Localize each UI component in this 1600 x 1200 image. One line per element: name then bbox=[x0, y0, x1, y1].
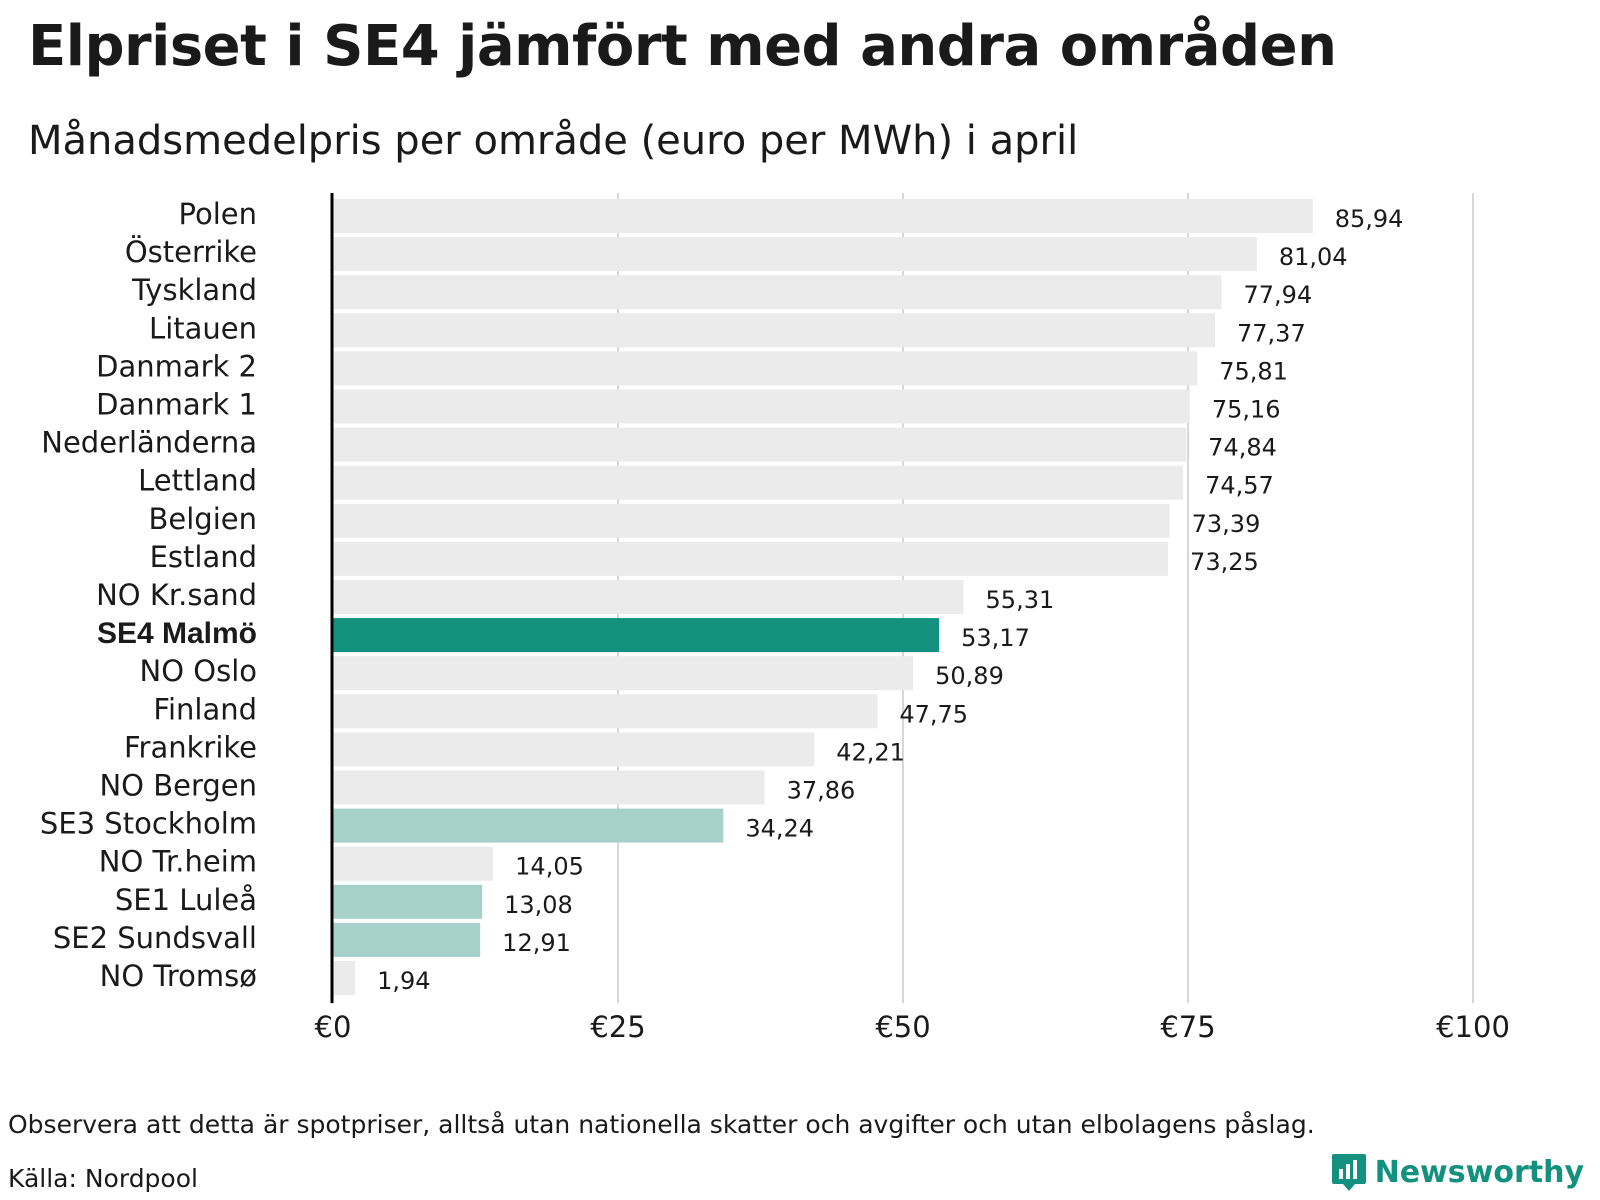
category-label: Litauen bbox=[149, 311, 257, 345]
bar bbox=[333, 313, 1216, 348]
value-label: 53,17 bbox=[961, 624, 1030, 652]
x-axis-ticks: €0 €25 €50 €75 €100 bbox=[315, 1010, 1510, 1044]
value-label: 73,25 bbox=[1190, 548, 1259, 576]
x-tick-label: €50 bbox=[875, 1010, 930, 1044]
value-label: 14,05 bbox=[515, 853, 584, 881]
bar bbox=[333, 770, 765, 805]
category-label: Danmark 1 bbox=[96, 388, 257, 422]
category-label: NO Bergen bbox=[99, 769, 257, 803]
chart-title: Elpriset i SE4 jämfört med andra områden bbox=[28, 14, 1337, 79]
brand-name: Newsworthy bbox=[1374, 1154, 1584, 1190]
value-label: 85,94 bbox=[1335, 205, 1404, 233]
x-tick-label: €25 bbox=[590, 1010, 645, 1044]
bar bbox=[333, 237, 1257, 272]
value-label: 42,21 bbox=[836, 738, 905, 766]
bar bbox=[333, 199, 1313, 233]
source-note: Källa: Nordpool bbox=[8, 1164, 198, 1193]
value-label: 50,89 bbox=[935, 662, 1004, 690]
value-label: 37,86 bbox=[787, 777, 856, 805]
value-label: 73,39 bbox=[1192, 510, 1261, 538]
bar bbox=[333, 961, 356, 995]
bar bbox=[333, 503, 1170, 538]
value-label: 77,94 bbox=[1244, 281, 1313, 309]
x-tick-label: €0 bbox=[315, 1010, 352, 1044]
bar bbox=[333, 694, 878, 729]
category-label: Tyskland bbox=[131, 273, 257, 307]
value-label: 75,16 bbox=[1212, 396, 1281, 424]
bar-chart: Polen Österrike Tyskland Litauen Danmark 2 Da… bbox=[40, 193, 1510, 1044]
value-label: 34,24 bbox=[745, 815, 814, 843]
newsworthy-logo-icon bbox=[1331, 1154, 1366, 1191]
bar bbox=[333, 351, 1198, 386]
x-tick-label: €100 bbox=[1436, 1010, 1510, 1044]
bar bbox=[333, 618, 940, 653]
bar bbox=[333, 732, 815, 767]
value-label: 77,37 bbox=[1237, 319, 1306, 347]
category-label: Lettland bbox=[138, 464, 257, 498]
category-label: SE3 Stockholm bbox=[40, 807, 257, 841]
bar bbox=[333, 580, 964, 614]
category-label: NO Kr.sand bbox=[96, 578, 257, 612]
category-label: NO Tr.heim bbox=[99, 845, 257, 879]
category-label: Nederländerna bbox=[41, 426, 257, 460]
bar bbox=[333, 275, 1222, 310]
value-label: 74,84 bbox=[1208, 434, 1277, 462]
bar bbox=[333, 846, 494, 881]
chart-subtitle: Månadsmedelpris per område (euro per MWh… bbox=[28, 118, 1079, 164]
x-tick-label: €75 bbox=[1160, 1010, 1215, 1044]
category-label: SE1 Luleå bbox=[115, 883, 257, 917]
bar bbox=[333, 922, 481, 957]
bars bbox=[333, 199, 1313, 995]
bar bbox=[333, 884, 483, 919]
category-label: NO Oslo bbox=[140, 654, 257, 688]
bar bbox=[333, 427, 1187, 462]
category-label: Frankrike bbox=[124, 730, 257, 764]
category-label: Estland bbox=[150, 540, 257, 574]
category-label: Polen bbox=[179, 197, 257, 231]
value-label: 75,81 bbox=[1219, 357, 1288, 385]
category-label: SE4 Malmö bbox=[97, 617, 257, 650]
bar bbox=[333, 389, 1190, 424]
bar bbox=[333, 656, 914, 691]
category-label: Danmark 2 bbox=[96, 349, 257, 383]
value-label: 47,75 bbox=[899, 700, 968, 728]
category-labels: Polen Österrike Tyskland Litauen Danmark 2 Da… bbox=[40, 197, 257, 993]
brand-logo: Newsworthy bbox=[1331, 1152, 1584, 1192]
value-label: 13,08 bbox=[504, 891, 573, 919]
footnote: Observera att detta är spotpriser, allts… bbox=[8, 1110, 1315, 1139]
value-labels: 85,94 81,04 77,94 77,37 75,81 75,16 74,84 74,57… bbox=[377, 205, 1403, 995]
value-label: 81,04 bbox=[1279, 243, 1348, 271]
category-label: Finland bbox=[153, 692, 257, 726]
value-label: 74,57 bbox=[1205, 472, 1274, 500]
category-label: Österrike bbox=[125, 235, 257, 269]
value-label: 55,31 bbox=[986, 586, 1055, 614]
value-label: 1,94 bbox=[377, 967, 430, 995]
value-label: 12,91 bbox=[502, 929, 571, 957]
bar bbox=[333, 465, 1184, 500]
bar bbox=[333, 541, 1169, 576]
category-label: NO Tromsø bbox=[100, 959, 257, 993]
bar bbox=[333, 808, 724, 843]
category-label: Belgien bbox=[149, 502, 257, 536]
category-label: SE2 Sundsvall bbox=[53, 921, 257, 955]
